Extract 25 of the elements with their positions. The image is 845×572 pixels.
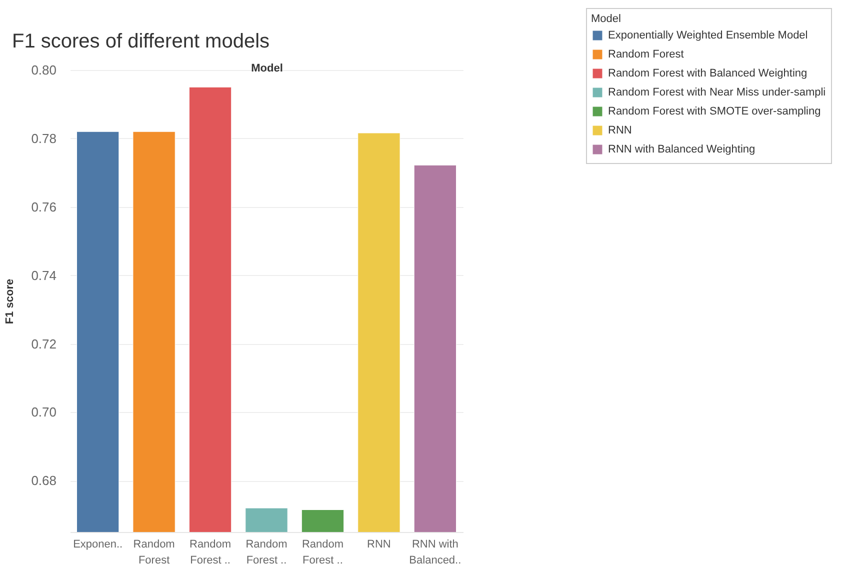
y-tick-label: 0.68 <box>31 473 56 488</box>
y-axis-title: F1 score <box>4 278 16 324</box>
x-tick-label: Random Forest .. <box>189 538 232 566</box>
x-tick-label: RNN with Balanced.. <box>409 538 462 566</box>
legend-label: Random Forest with Near Miss under-sampli <box>608 86 826 98</box>
legend-label: Random Forest with SMOTE over-sampling <box>608 106 821 118</box>
x-tick-label: Exponen.. <box>73 538 123 550</box>
x-tick-label: Random Forest .. <box>302 538 344 566</box>
legend-label: RNN with Balanced Weighting <box>608 144 756 156</box>
y-tick-label: 0.78 <box>31 130 56 146</box>
chart-title: F1 scores of different models <box>12 30 270 52</box>
y-tick-label: 0.74 <box>31 268 56 283</box>
legend-label: Random Forest with Balanced Weighting <box>608 68 808 80</box>
y-tick-label: 0.80 <box>31 62 56 78</box>
x-tick-label: Random Forest .. <box>246 538 288 566</box>
legend-title: Model <box>591 13 621 25</box>
x-axis-title: Model <box>251 62 283 74</box>
legend-label: RNN <box>608 124 632 136</box>
x-tick-label: Random Forest <box>133 538 175 566</box>
y-tick-label: 0.70 <box>31 404 56 420</box>
legend-label: Exponentially Weighted Ensemble Model <box>608 30 808 42</box>
y-tick-label: 0.76 <box>31 199 56 214</box>
legend-label: Random Forest <box>608 48 684 60</box>
y-tick-label: 0.72 <box>31 336 56 352</box>
x-tick-label: RNN <box>367 538 391 550</box>
